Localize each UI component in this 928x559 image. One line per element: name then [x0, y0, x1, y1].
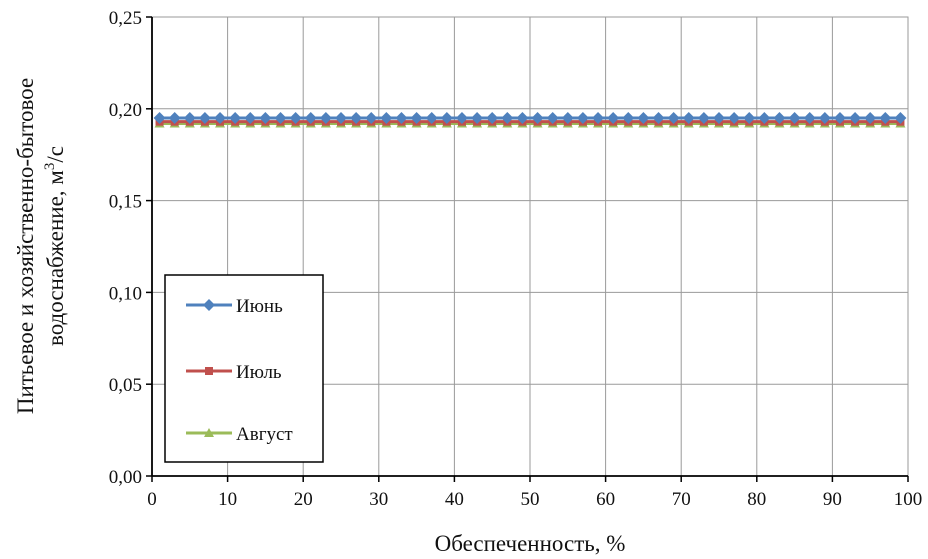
- data-point: [622, 111, 635, 124]
- data-point: [697, 111, 710, 124]
- y-tick-label: 0,20: [109, 100, 142, 121]
- y-axis-title: Питьевое и хозяйственно-бытовое водоснаб…: [13, 78, 68, 414]
- legend-label: Август: [236, 424, 293, 445]
- data-point: [576, 111, 589, 124]
- x-tick-label: 40: [445, 489, 464, 510]
- y-axis-title-line1: Питьевое и хозяйственно-бытовое: [13, 78, 38, 414]
- series-layer: [153, 111, 907, 128]
- data-point: [319, 111, 332, 124]
- data-point: [380, 111, 393, 124]
- data-point: [818, 111, 831, 124]
- legend-item: Июль: [186, 362, 282, 383]
- y-axis-title-suffix: /с: [43, 146, 68, 163]
- x-tick-label: 80: [747, 489, 766, 510]
- y-axis-title-superscript: 3: [42, 163, 58, 171]
- y-tick-label: 0,15: [109, 192, 142, 213]
- data-point: [229, 111, 242, 124]
- data-point: [168, 111, 181, 124]
- data-point: [244, 111, 257, 124]
- data-point: [546, 111, 559, 124]
- data-point: [728, 111, 741, 124]
- data-point: [304, 111, 317, 124]
- data-point: [183, 111, 196, 124]
- x-tick-label: 20: [294, 489, 313, 510]
- data-point: [531, 111, 544, 124]
- legend-label: Июнь: [236, 296, 283, 317]
- axes: [146, 16, 909, 482]
- data-point: [682, 111, 695, 124]
- data-point: [833, 111, 846, 124]
- x-tick-label: 100: [894, 489, 923, 510]
- data-point: [440, 111, 453, 124]
- y-axis-title-line2: водоснабжение, м3/с: [42, 146, 68, 346]
- legend-marker: [204, 428, 214, 437]
- data-point: [758, 111, 771, 124]
- data-point: [365, 111, 378, 124]
- tick-labels: 0 10 20 30 40 50 60 70 80 90 100 0,00 0,05 0,10 0,15 0,…: [109, 8, 923, 510]
- data-point: [350, 111, 363, 124]
- x-tick-label: 70: [672, 489, 691, 510]
- data-point: [289, 111, 302, 124]
- data-point: [501, 111, 514, 124]
- legend-label: Июль: [236, 362, 282, 383]
- x-tick-label: 0: [147, 489, 157, 510]
- data-point: [894, 111, 907, 124]
- data-point: [607, 111, 620, 124]
- data-point: [713, 111, 725, 124]
- data-point: [455, 111, 468, 124]
- x-tick-label: 60: [596, 489, 615, 510]
- data-point: [516, 111, 529, 124]
- data-point: [803, 111, 816, 124]
- data-point: [259, 111, 272, 124]
- data-point: [652, 111, 665, 124]
- data-point: [592, 111, 605, 124]
- legend-marker: [203, 299, 215, 311]
- legend-item: Август: [186, 424, 293, 445]
- data-point: [879, 111, 892, 124]
- legend-item: Июнь: [186, 296, 283, 317]
- x-tick-label: 90: [823, 489, 842, 510]
- data-point: [198, 111, 211, 124]
- y-axis-title-prefix: водоснабжение, м: [43, 170, 68, 346]
- y-tick-label: 0,00: [109, 467, 142, 488]
- series-1: [153, 111, 907, 124]
- legend: Июнь Июль Август: [164, 274, 324, 463]
- data-point: [773, 111, 786, 124]
- data-point: [667, 111, 680, 124]
- data-point: [561, 111, 574, 124]
- data-point: [425, 111, 438, 124]
- data-point: [274, 111, 287, 124]
- x-tick-label: 10: [218, 489, 237, 510]
- legend-marker: [205, 367, 213, 375]
- data-point: [214, 111, 227, 124]
- x-tick-label: 30: [369, 489, 388, 510]
- data-point: [153, 111, 166, 124]
- data-point: [410, 111, 423, 124]
- data-point: [864, 111, 877, 124]
- y-tick-label: 0,05: [109, 375, 142, 396]
- x-axis-title: Обеспеченность, %: [435, 531, 626, 556]
- data-point: [788, 111, 801, 124]
- data-point: [471, 111, 484, 124]
- data-point: [637, 111, 650, 124]
- data-point: [743, 111, 756, 124]
- data-point: [335, 111, 347, 124]
- data-point: [486, 111, 499, 124]
- data-point: [395, 111, 408, 124]
- y-tick-label: 0,10: [109, 283, 142, 304]
- y-tick-label: 0,25: [109, 8, 142, 29]
- data-point: [849, 111, 862, 124]
- x-tick-label: 50: [521, 489, 540, 510]
